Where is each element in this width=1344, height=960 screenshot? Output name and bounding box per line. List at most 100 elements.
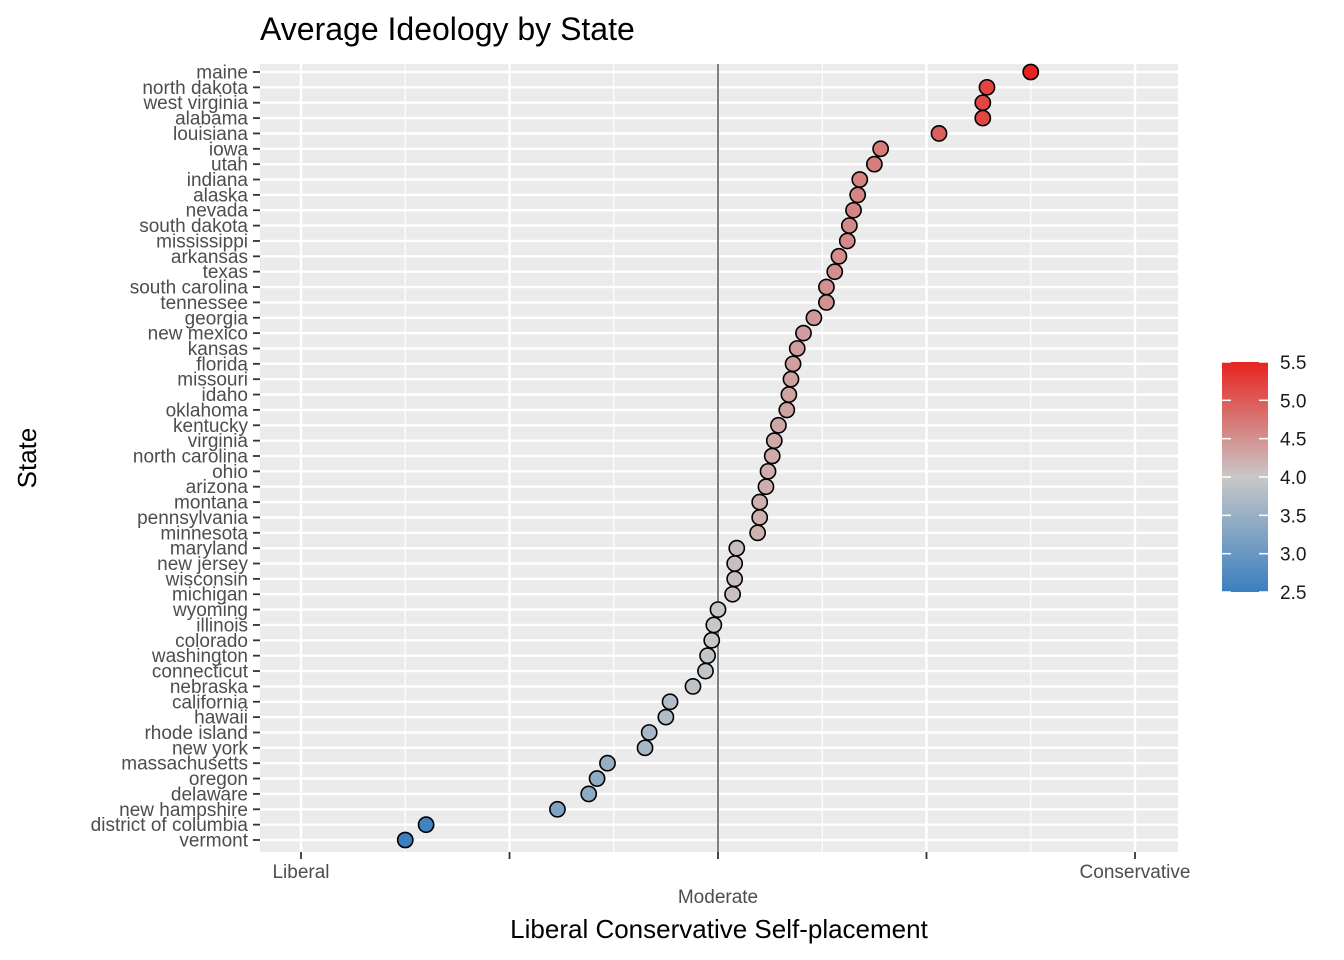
y-tick-label: nebraska xyxy=(170,677,249,698)
data-point-indiana xyxy=(851,171,869,188)
y-tick-label: georgia xyxy=(185,308,249,329)
data-point-louisiana xyxy=(930,125,948,142)
data-point-delaware xyxy=(580,785,598,803)
data-point-kansas xyxy=(788,340,806,357)
data-point-new-york xyxy=(636,739,654,757)
data-point-ohio xyxy=(759,462,777,480)
data-point-virginia xyxy=(765,432,783,450)
data-point-idaho xyxy=(780,386,798,403)
data-point-south-carolina xyxy=(818,278,835,296)
color-legend: 5.5 5.0 4.5 4.0 3.5 3.0 2.5 xyxy=(1222,353,1306,604)
data-point-district-of-columbia xyxy=(417,816,435,834)
data-point-massachusetts xyxy=(599,754,616,772)
y-tick-label: kansas xyxy=(188,339,248,360)
data-point-michigan xyxy=(724,585,741,603)
data-point-north-carolina xyxy=(763,447,781,465)
y-tick-label: alabama xyxy=(175,109,248,130)
data-point-kentucky xyxy=(770,416,787,434)
data-point-north-dakota xyxy=(978,78,996,96)
data-point-hawaii xyxy=(657,708,675,726)
y-tick-label: iowa xyxy=(209,139,249,160)
legend-label: 5.0 xyxy=(1280,391,1306,412)
data-point-missouri xyxy=(782,370,800,388)
data-point-maryland xyxy=(728,539,746,557)
y-tick-label: mississippi xyxy=(156,231,248,252)
data-point-arizona xyxy=(757,478,775,496)
y-tick-label: arizona xyxy=(186,477,249,498)
y-tick-label: ohio xyxy=(212,462,248,483)
y-tick-label: vermont xyxy=(179,831,248,852)
x-tick-label: Conservative xyxy=(1080,862,1191,883)
y-tick-label: montana xyxy=(174,493,248,514)
data-point-new-hampshire xyxy=(549,800,566,818)
data-point-nevada xyxy=(845,201,862,219)
y-tick-label: nevada xyxy=(186,201,249,222)
y-tick-label: utah xyxy=(211,155,248,176)
y-tick-label: illinois xyxy=(196,615,248,636)
data-point-south-dakota xyxy=(840,217,858,234)
data-point-georgia xyxy=(805,309,823,327)
y-tick-label: louisiana xyxy=(173,124,248,145)
y-tick-label: oregon xyxy=(189,769,248,790)
y-tick-label: south carolina xyxy=(130,278,249,299)
data-point-pennsylvania xyxy=(751,509,769,526)
y-tick-label: maine xyxy=(196,63,248,84)
x-tick-label: Liberal xyxy=(272,862,329,883)
legend-label: 5.5 xyxy=(1280,353,1306,374)
y-axis-title: State xyxy=(12,428,42,489)
data-point-vermont xyxy=(396,831,414,849)
y-tick-label: washington xyxy=(151,646,248,667)
y-tick-label: missouri xyxy=(177,370,248,391)
y-tick-label: hawaii xyxy=(194,708,248,729)
y-tick-label: west virginia xyxy=(142,93,248,114)
y-tick-label: virginia xyxy=(188,431,249,452)
data-point-oklahoma xyxy=(778,401,796,419)
y-tick-label: north carolina xyxy=(133,447,249,468)
data-point-florida xyxy=(784,355,802,373)
y-tick-label: connecticut xyxy=(152,662,249,683)
x-axis-title: Liberal Conservative Self-placement xyxy=(510,914,928,944)
y-tick-label: kentucky xyxy=(173,416,248,437)
y-tick-label: massachusetts xyxy=(121,754,248,775)
y-tick-label: indiana xyxy=(187,170,249,191)
data-point-minnesota xyxy=(749,524,767,542)
y-tick-label: florida xyxy=(196,354,248,375)
data-point-california xyxy=(661,693,679,711)
y-tick-label: new jersey xyxy=(157,554,248,575)
data-point-new-mexico xyxy=(795,324,812,342)
data-point-maine xyxy=(1022,63,1040,81)
y-tick-label: new hampshire xyxy=(119,800,248,821)
data-point-wyoming xyxy=(709,601,727,618)
data-point-oregon xyxy=(588,770,606,787)
y-tick-label: michigan xyxy=(172,585,248,606)
x-tick-label: Moderate xyxy=(678,887,758,908)
y-tick-label: pennsylvania xyxy=(137,508,248,529)
legend-label: 2.5 xyxy=(1280,583,1306,604)
y-tick-label: minnesota xyxy=(160,523,248,544)
data-points xyxy=(396,63,1040,849)
data-point-iowa xyxy=(872,140,890,158)
data-point-montana xyxy=(751,493,769,511)
x-axis: Liberal Moderate Conservative xyxy=(272,852,1190,908)
data-point-wisconsin xyxy=(726,570,744,588)
y-tick-label: new mexico xyxy=(148,324,248,345)
legend-label: 3.5 xyxy=(1280,506,1306,527)
data-point-rhode-island xyxy=(640,724,658,741)
y-tick-label: south dakota xyxy=(139,216,248,237)
data-point-utah xyxy=(865,155,883,173)
y-tick-label: wisconsin xyxy=(165,569,248,590)
y-tick-label: maryland xyxy=(170,539,248,560)
data-point-west-virginia xyxy=(974,94,992,112)
data-point-illinois xyxy=(705,616,723,634)
data-point-texas xyxy=(826,263,844,281)
legend-label: 4.5 xyxy=(1280,430,1306,451)
data-point-nebraska xyxy=(684,678,702,695)
y-tick-label: arkansas xyxy=(171,247,248,268)
y-tick-label: district of columbia xyxy=(91,815,249,836)
data-point-washington xyxy=(699,647,716,665)
data-point-connecticut xyxy=(697,662,714,680)
data-point-colorado xyxy=(703,631,721,649)
y-tick-label: california xyxy=(172,692,248,713)
